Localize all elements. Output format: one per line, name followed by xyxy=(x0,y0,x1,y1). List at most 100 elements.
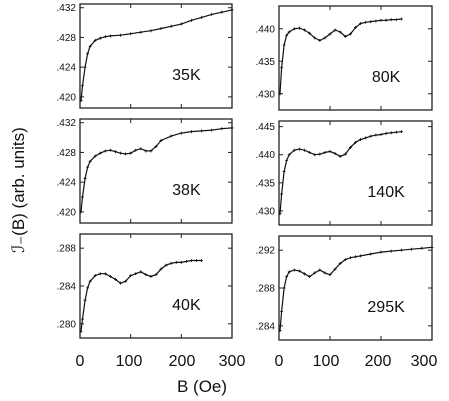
data-point-35k-7 xyxy=(103,35,107,39)
data-point-80k-20 xyxy=(369,20,373,24)
data-point-40k-16 xyxy=(149,275,153,279)
data-point-140k-1 xyxy=(280,192,284,196)
data-point-295k-10 xyxy=(318,268,322,272)
data-point-295k-5 xyxy=(292,268,296,272)
data-point-295k-3 xyxy=(285,275,289,279)
data-point-35k-19 xyxy=(220,10,224,14)
panel-40k: .280 .284 .288 40K xyxy=(57,233,233,339)
x-tick-label-left-300: 300 xyxy=(219,353,246,370)
y-tick-label-140k-2: .440 xyxy=(256,150,276,161)
data-point-295k-8 xyxy=(308,275,312,279)
temperature-label-295k: 295K xyxy=(367,299,405,316)
temperature-label-35k: 35K xyxy=(172,67,201,84)
data-point-295k-24 xyxy=(420,246,424,250)
data-point-38k-13 xyxy=(134,148,138,152)
data-point-140k-9 xyxy=(313,153,317,157)
data-point-40k-17 xyxy=(154,273,158,277)
data-point-80k-2 xyxy=(282,43,286,47)
data-point-38k-17 xyxy=(154,144,158,148)
data-point-295k-19 xyxy=(369,252,373,256)
data-point-80k-8 xyxy=(308,31,312,35)
y-tick-label-38k-1: .424 xyxy=(57,178,77,189)
data-point-38k-22 xyxy=(200,129,204,133)
x-tick-label-right-0: 0 xyxy=(275,353,284,370)
data-point-38k-6 xyxy=(98,151,102,155)
data-point-295k-22 xyxy=(399,248,403,252)
data-point-140k-8 xyxy=(308,150,312,154)
data-point-40k-0 xyxy=(79,329,83,333)
y-tick-label-140k-3: .445 xyxy=(256,122,276,133)
y-tick-label-140k-0: .430 xyxy=(256,206,276,217)
temperature-label-40k: 40K xyxy=(172,297,201,314)
data-point-35k-14 xyxy=(169,24,173,28)
data-point-140k-12 xyxy=(328,149,332,153)
data-point-295k-16 xyxy=(348,256,352,260)
x-tick-label-right-100: 100 xyxy=(313,353,340,370)
data-point-38k-1 xyxy=(81,195,85,199)
data-point-80k-13 xyxy=(333,28,337,32)
data-point-80k-4 xyxy=(287,30,291,34)
panel-frame-35k xyxy=(79,3,233,109)
y-tick-label-35k-3: .432 xyxy=(57,3,77,14)
data-point-38k-21 xyxy=(189,130,193,134)
data-point-35k-3 xyxy=(86,52,90,56)
y-tick-label-38k-0: .420 xyxy=(57,207,77,218)
series-line-295k xyxy=(279,246,433,331)
data-point-80k-16 xyxy=(348,32,352,36)
data-point-80k-6 xyxy=(297,26,301,30)
y-tick-label-80k-1: .435 xyxy=(256,57,276,68)
data-point-35k-10 xyxy=(129,32,133,36)
data-point-80k-15 xyxy=(343,35,347,39)
data-point-38k-20 xyxy=(179,131,183,135)
temperature-label-80k: 80K xyxy=(372,69,401,86)
data-point-80k-18 xyxy=(359,22,363,26)
data-point-80k-23 xyxy=(384,18,388,22)
y-tick-label-35k-0: .420 xyxy=(57,92,77,103)
data-point-295k-15 xyxy=(343,258,347,262)
data-point-40k-22 xyxy=(179,260,183,264)
panel-frame-80k xyxy=(278,5,433,111)
temperature-label-38k: 38K xyxy=(172,182,201,199)
data-point-38k-18 xyxy=(159,139,163,143)
data-point-295k-2 xyxy=(282,286,286,290)
data-point-38k-9 xyxy=(113,150,117,154)
y-tick-label-40k-2: .288 xyxy=(57,244,77,255)
data-point-38k-5 xyxy=(93,154,97,158)
data-point-35k-20 xyxy=(230,8,234,12)
data-point-295k-4 xyxy=(287,270,291,274)
data-point-38k-10 xyxy=(119,151,123,155)
data-point-80k-14 xyxy=(338,30,342,34)
data-point-38k-11 xyxy=(124,152,128,156)
data-point-80k-17 xyxy=(354,25,357,29)
data-point-140k-5 xyxy=(292,148,296,152)
panel-295k: .284 .288 .292 295K xyxy=(256,235,434,341)
data-point-295k-0 xyxy=(278,329,282,333)
data-point-35k-16 xyxy=(189,18,193,22)
x-tick-label-left-200: 200 xyxy=(169,353,196,370)
data-point-80k-26 xyxy=(399,17,403,21)
data-point-140k-26 xyxy=(399,130,403,134)
data-point-40k-25 xyxy=(195,258,199,262)
y-tick-label-40k-1: .284 xyxy=(57,282,77,293)
panel-140k: .430 .435 .440 .445 140K xyxy=(256,120,433,226)
data-point-40k-10 xyxy=(119,281,123,285)
data-point-140k-3 xyxy=(285,158,289,162)
data-point-295k-14 xyxy=(338,261,342,265)
data-point-40k-7 xyxy=(103,272,107,276)
data-point-295k-25 xyxy=(430,245,434,249)
data-point-38k-16 xyxy=(149,149,153,153)
y-tick-label-38k-3: .432 xyxy=(57,118,77,129)
data-point-38k-23 xyxy=(210,128,214,132)
panel-80k: .430 .435 .440 80K xyxy=(256,5,433,111)
panel-frame-295k xyxy=(278,235,433,341)
panel-frame-140k xyxy=(278,120,433,226)
panel-35k: .420 .424 .428 .432 35K xyxy=(57,3,234,109)
data-point-295k-21 xyxy=(389,249,393,253)
series-line-140k xyxy=(279,131,402,214)
data-point-295k-17 xyxy=(354,255,357,259)
data-point-38k-12 xyxy=(129,151,133,155)
data-point-38k-3 xyxy=(86,165,90,169)
y-tick-label-295k-2: .292 xyxy=(256,246,276,257)
data-point-40k-18 xyxy=(159,267,163,271)
